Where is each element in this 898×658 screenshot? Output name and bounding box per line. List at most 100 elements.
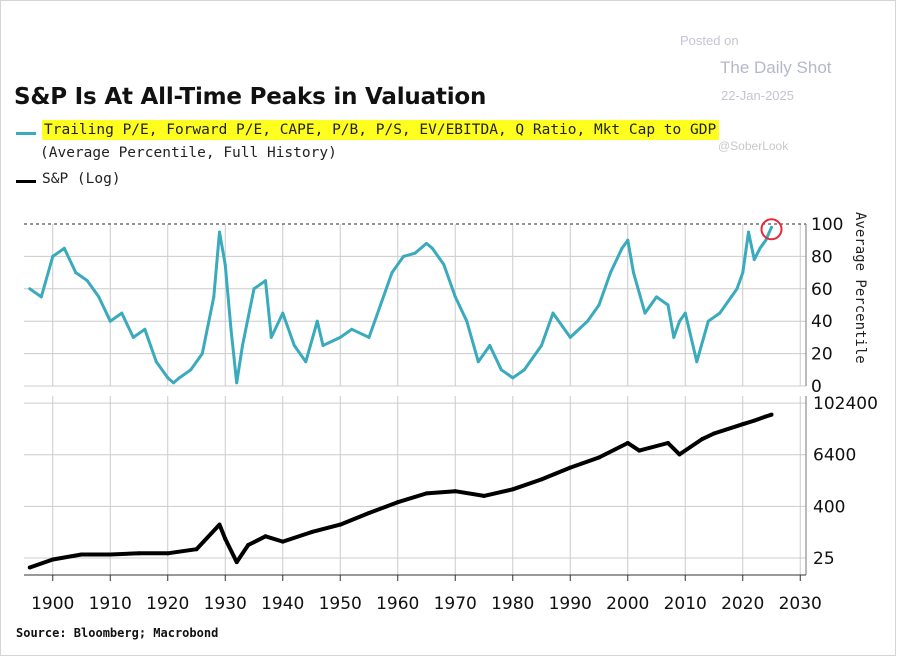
data-point-sp: [763, 414, 768, 419]
x-tick-label: 1960: [376, 594, 419, 614]
data-point-valuation: [131, 335, 135, 339]
data-point-sp: [712, 431, 716, 436]
data-point-valuation: [218, 230, 221, 234]
post-date: 22-Jan-2025: [721, 88, 794, 103]
y-tick-label-sp: 6400: [813, 446, 856, 466]
data-point-valuation: [51, 254, 55, 258]
data-point-valuation: [39, 295, 43, 299]
y-axis-label-percentile: Average Percentile: [852, 212, 868, 364]
data-point-valuation: [632, 271, 635, 275]
data-point-sp: [637, 448, 642, 453]
y-tick-label-percentile: 40: [811, 312, 833, 332]
data-point-valuation: [338, 335, 342, 339]
data-point-valuation: [28, 287, 32, 291]
data-point-valuation: [269, 335, 273, 339]
data-point-valuation: [390, 271, 394, 275]
data-point-sp: [309, 530, 314, 535]
data-point-valuation: [304, 360, 308, 364]
y-tick-label-sp: 400: [813, 497, 845, 517]
data-point-sp: [740, 422, 745, 427]
data-point-valuation: [200, 352, 204, 356]
data-point-valuation: [764, 238, 768, 242]
data-point-valuation: [672, 335, 676, 339]
legend-sublabel-valuation: (Average Percentile, Full History): [40, 145, 337, 161]
data-point-valuation: [465, 319, 469, 323]
data-point-valuation: [511, 376, 515, 380]
data-point-valuation: [735, 287, 739, 291]
data-point-sp: [246, 543, 251, 548]
data-point-sp: [395, 500, 400, 505]
data-point-valuation: [476, 360, 480, 364]
data-point-valuation: [154, 360, 158, 364]
data-point-valuation: [551, 311, 555, 315]
data-point-valuation: [402, 254, 405, 258]
x-tick-label: 2010: [664, 594, 707, 614]
data-point-sp: [234, 560, 239, 565]
data-point-sp: [223, 536, 228, 541]
data-point-valuation: [413, 251, 417, 255]
data-point-valuation: [85, 279, 89, 283]
data-point-sp: [597, 455, 601, 460]
data-point-valuation: [172, 381, 175, 385]
data-point-valuation: [453, 295, 457, 299]
data-point-sp: [666, 441, 670, 446]
peak-highlight-circle: [760, 218, 783, 241]
data-point-valuation: [108, 319, 112, 323]
data-point-valuation: [189, 368, 193, 372]
data-point-valuation: [166, 376, 170, 380]
author-handle: @SoberLook: [718, 139, 789, 153]
data-point-valuation: [442, 263, 446, 266]
x-tick-label: 2000: [606, 594, 649, 614]
y-tick-label-percentile: 100: [811, 215, 843, 235]
data-point-valuation: [729, 295, 733, 299]
data-point-sp: [769, 412, 774, 417]
series-line-valuation-percentile: [28, 226, 773, 385]
legend-label-sp: S&P (Log): [42, 171, 121, 187]
data-point-sp: [752, 418, 757, 423]
data-point-valuation: [666, 303, 670, 307]
data-point-sp: [700, 436, 705, 441]
data-point-valuation: [212, 295, 216, 299]
data-point-valuation: [281, 311, 285, 315]
x-tick-label: 1990: [549, 594, 592, 614]
data-point-valuation: [143, 327, 147, 331]
data-point-sp: [424, 491, 429, 496]
data-point-valuation: [678, 319, 681, 323]
data-point-valuation: [74, 271, 78, 275]
x-tick-label: 2020: [721, 594, 764, 614]
data-point-valuation: [252, 287, 256, 291]
y-tick-label-percentile: 60: [811, 280, 833, 300]
y-tick-label-percentile: 0: [811, 377, 822, 397]
data-point-valuation: [770, 225, 773, 229]
data-point-sp: [338, 522, 343, 527]
data-point-sp: [625, 441, 630, 446]
data-point-valuation: [586, 319, 589, 323]
x-tick-label: 1940: [261, 594, 304, 614]
data-point-valuation: [235, 381, 239, 385]
data-point-valuation: [97, 295, 101, 299]
data-point-valuation: [379, 303, 382, 307]
data-point-valuation: [315, 319, 319, 323]
data-point-sp: [165, 551, 170, 556]
data-point-valuation: [367, 335, 371, 339]
source-note: Source: Bloomberg; Macrobond: [16, 626, 219, 640]
data-point-valuation: [430, 246, 434, 250]
data-point-valuation: [741, 271, 745, 275]
data-point-valuation: [597, 303, 601, 307]
data-point-valuation: [695, 360, 699, 364]
data-point-valuation: [229, 327, 233, 331]
data-point-sp: [217, 522, 222, 527]
data-point-valuation: [683, 311, 687, 315]
x-tick-label: 1970: [434, 594, 477, 614]
data-point-sp: [510, 487, 515, 492]
data-point-valuation: [350, 327, 354, 331]
data-point-sp: [482, 493, 486, 498]
data-point-valuation: [706, 319, 710, 323]
data-point-valuation: [241, 344, 244, 347]
legend-swatch-sp: [16, 180, 36, 183]
data-point-valuation: [120, 311, 124, 315]
x-tick-label: 1910: [89, 594, 132, 614]
y-tick-label-sp: 25: [813, 549, 835, 569]
x-tick-label: 1920: [146, 594, 189, 614]
